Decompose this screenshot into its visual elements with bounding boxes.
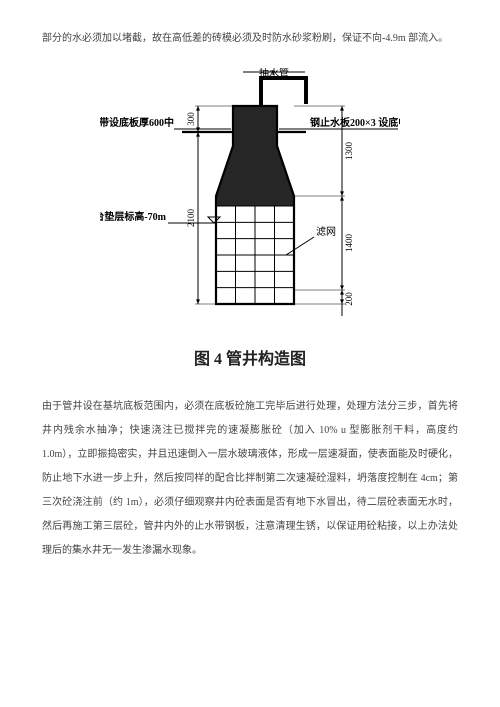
svg-text:2100: 2100 bbox=[186, 209, 196, 228]
svg-text:止水带设底板厚600中: 止水带设底板厚600中 bbox=[100, 116, 174, 129]
bottom-paragraph: 由于管井设在基坑底板范围内，必须在底板砼施工完毕后进行处理，处理方法分三步，首先… bbox=[42, 395, 458, 563]
svg-text:抽水管: 抽水管 bbox=[259, 68, 289, 79]
diagram-container: 抽水管止水带设底板厚600中 钢止水板200×3 设底中间承台垫层标高-70m 滤网… bbox=[42, 68, 458, 328]
svg-text:1400: 1400 bbox=[344, 234, 354, 253]
top-paragraph: 部分的水必须加以堵截，故在高低差的砖模必须及时防水砂浆粉刷，保证不向-4.9m … bbox=[42, 28, 458, 50]
svg-text:300: 300 bbox=[186, 112, 196, 126]
svg-text:200: 200 bbox=[344, 292, 354, 306]
well-construction-diagram: 抽水管止水带设底板厚600中 钢止水板200×3 设底中间承台垫层标高-70m 滤网… bbox=[100, 68, 400, 328]
svg-text:钢止水板200×3 设底中间: 钢止水板200×3 设底中间 bbox=[310, 116, 400, 129]
svg-text:滤网: 滤网 bbox=[316, 225, 336, 238]
svg-text:1300: 1300 bbox=[344, 142, 354, 161]
figure-caption: 图 4 管井构造图 bbox=[42, 342, 458, 377]
svg-text:承台垫层标高-70m: 承台垫层标高-70m bbox=[100, 210, 167, 223]
